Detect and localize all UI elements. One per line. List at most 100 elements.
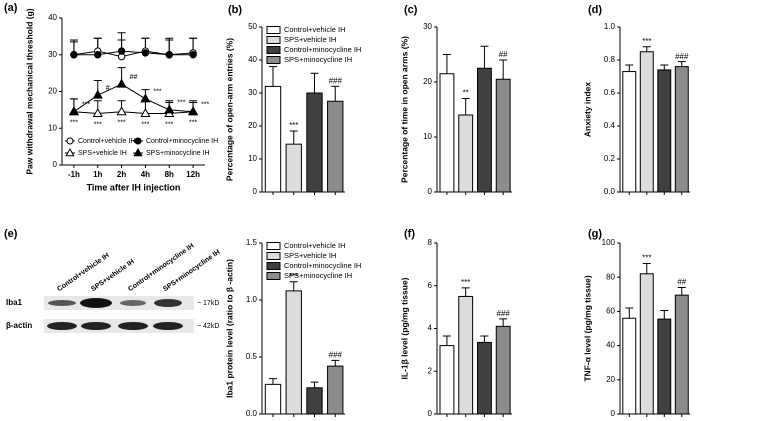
y-tick-label: 2 (428, 366, 433, 375)
y-axis-label: Iba1 protein level (ratio to β -actin) (224, 259, 234, 398)
significance: ### (329, 77, 343, 86)
significance: *** (289, 272, 298, 281)
error-bar (625, 307, 634, 319)
point (116, 78, 127, 88)
significance: ## (677, 278, 686, 287)
x-tick-label: 4h (141, 170, 150, 179)
y-tick-label: 20 (48, 87, 57, 96)
y-tick-label: 0.5 (246, 352, 258, 361)
legend-label: SPS+minocycline IH (284, 55, 352, 64)
y-tick-label: 30 (423, 22, 432, 31)
band (81, 322, 111, 330)
band (154, 299, 182, 307)
y-tick-label: 1.0 (604, 22, 616, 31)
significance: *** (141, 121, 149, 128)
error-bar (480, 335, 489, 343)
significance: ### (497, 309, 511, 318)
bar (306, 92, 323, 193)
y-tick-label: 1.5 (246, 238, 258, 247)
y-axis-label: TNF-α level (pg/mg tissue) (582, 275, 592, 381)
series-line (73, 111, 194, 115)
x-axis-label: Time after IH injection (87, 182, 181, 192)
legend-marker (65, 147, 75, 157)
bar (458, 295, 474, 415)
legend-label: Control+vehicle IH (284, 25, 346, 34)
y-axis-label: Percentage of open-arm entries (%) (224, 38, 234, 181)
size-label: ~ 17kD (197, 300, 219, 307)
point (92, 108, 103, 118)
error-bar (499, 318, 508, 327)
panel-label: (d) (588, 4, 602, 16)
significance: *** (153, 89, 161, 96)
significance: *** (201, 102, 209, 109)
bar (674, 294, 689, 415)
panel-label: (b) (228, 4, 242, 16)
significance: *** (461, 278, 470, 287)
y-tick-label: 30 (248, 88, 257, 97)
y-tick-label: 0.0 (604, 187, 616, 196)
significance: *** (82, 102, 90, 109)
x-tick-label: 12h (186, 170, 200, 179)
y-tick-label: 20 (248, 121, 257, 130)
point (164, 104, 175, 114)
point (140, 108, 151, 118)
bar (439, 345, 455, 415)
blot-strip (44, 296, 194, 310)
bar (674, 66, 689, 193)
y-tick-label: 1.0 (246, 295, 258, 304)
legend-label: Control+vehicle IH (78, 138, 135, 145)
series-line (73, 50, 194, 56)
point (165, 51, 173, 59)
significance: ### (675, 52, 689, 61)
point (189, 51, 197, 59)
panel-label: (g) (588, 228, 602, 240)
y-tick-label: 80 (606, 272, 615, 281)
bar (639, 51, 654, 193)
band (153, 322, 183, 330)
y-tick-label: 20 (423, 77, 432, 86)
significance: *** (177, 100, 185, 107)
y-tick-label: 0 (53, 160, 58, 169)
x-tick-label: -1h (68, 170, 80, 179)
legend-swatch (266, 252, 281, 260)
point (117, 47, 126, 55)
point (116, 106, 127, 116)
legend-swatch (266, 26, 281, 34)
significance: # (106, 85, 110, 92)
legend-label: SPS+vehicle IH (284, 35, 336, 44)
error-bar (642, 46, 651, 52)
bar (264, 383, 282, 415)
significance: ** (463, 89, 469, 98)
legend-label: SPS+vehicle IH (78, 150, 127, 157)
significance: ### (329, 351, 343, 360)
y-tick-label: 0.8 (604, 55, 616, 64)
bar (439, 73, 455, 193)
significance: *** (165, 121, 173, 128)
bar (477, 67, 492, 193)
y-tick-label: 0.6 (604, 88, 616, 97)
bar (306, 387, 323, 415)
point (94, 51, 102, 59)
error-bar (461, 287, 470, 297)
y-tick-label: 0 (428, 187, 433, 196)
lane-label: Control+minocycline IH (127, 242, 195, 293)
y-tick-label: 0 (253, 187, 258, 196)
legend-swatch (266, 242, 281, 250)
y-tick-label: 10 (248, 154, 257, 163)
panel-label: (a) (4, 2, 18, 14)
bar (458, 114, 474, 193)
legend-swatch (266, 272, 281, 280)
significance: *** (70, 120, 78, 127)
error-bar (461, 98, 470, 115)
legend-marker (133, 147, 143, 157)
significance: ## (499, 50, 508, 59)
point (140, 93, 151, 103)
y-tick-label: 0 (611, 409, 616, 418)
error-bar (480, 45, 489, 69)
error-bar (268, 378, 277, 385)
legend-label: SPS+vehicle IH (284, 251, 336, 260)
error-bar (310, 72, 319, 93)
y-tick-label: 20 (606, 375, 615, 384)
y-tick-label: 8 (428, 238, 433, 247)
bar (657, 318, 672, 415)
